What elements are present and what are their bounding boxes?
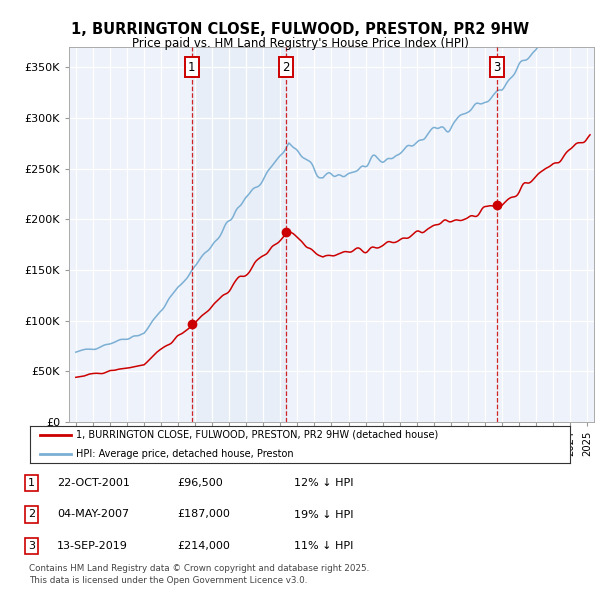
Text: 13-SEP-2019: 13-SEP-2019 <box>57 542 128 551</box>
Text: 19% ↓ HPI: 19% ↓ HPI <box>294 510 353 519</box>
Text: 2: 2 <box>28 510 35 519</box>
Text: 1, BURRINGTON CLOSE, FULWOOD, PRESTON, PR2 9HW: 1, BURRINGTON CLOSE, FULWOOD, PRESTON, P… <box>71 22 529 37</box>
Text: 11% ↓ HPI: 11% ↓ HPI <box>294 542 353 551</box>
Text: 12% ↓ HPI: 12% ↓ HPI <box>294 478 353 487</box>
Text: £187,000: £187,000 <box>177 510 230 519</box>
Text: 2: 2 <box>283 61 290 74</box>
Text: 1: 1 <box>188 61 196 74</box>
Text: £214,000: £214,000 <box>177 542 230 551</box>
Text: 22-OCT-2001: 22-OCT-2001 <box>57 478 130 487</box>
Text: 04-MAY-2007: 04-MAY-2007 <box>57 510 129 519</box>
Bar <box>192 47 286 422</box>
Text: Price paid vs. HM Land Registry's House Price Index (HPI): Price paid vs. HM Land Registry's House … <box>131 37 469 50</box>
Text: Contains HM Land Registry data © Crown copyright and database right 2025.
This d: Contains HM Land Registry data © Crown c… <box>29 565 369 585</box>
Text: 3: 3 <box>493 61 500 74</box>
Text: £96,500: £96,500 <box>177 478 223 487</box>
Text: 1: 1 <box>28 478 35 487</box>
Text: 1, BURRINGTON CLOSE, FULWOOD, PRESTON, PR2 9HW (detached house): 1, BURRINGTON CLOSE, FULWOOD, PRESTON, P… <box>76 430 438 440</box>
Text: 3: 3 <box>28 542 35 551</box>
Text: HPI: Average price, detached house, Preston: HPI: Average price, detached house, Pres… <box>76 449 293 459</box>
